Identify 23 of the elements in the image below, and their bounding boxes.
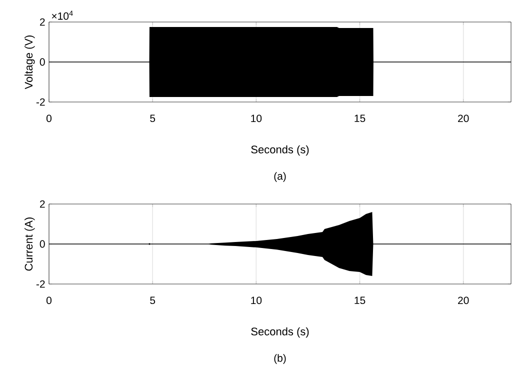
y-axis-title: Voltage (V) <box>24 35 35 90</box>
y-tick-label: 2 <box>40 18 45 26</box>
text: (a) <box>274 172 286 182</box>
y-tick-label: 0 <box>40 240 45 248</box>
x-tick-label: 20 <box>458 114 469 122</box>
x-tick-label: 15 <box>354 296 366 304</box>
x-axis-title: Seconds (s) <box>251 327 309 338</box>
y-tick-label: 0 <box>40 58 45 66</box>
x-tick-label: 20 <box>458 296 469 304</box>
x-tick-label: 0 <box>46 114 52 122</box>
y-tick-label: -2 <box>36 280 45 288</box>
y-tick-label: -2 <box>36 98 45 106</box>
x-tick-label: 15 <box>354 114 366 122</box>
y-tick-label: 2 <box>40 200 45 208</box>
x-tick-label: 5 <box>150 114 156 122</box>
y-axis-title: Current (A) <box>24 217 35 271</box>
x-tick-label: 5 <box>150 296 156 304</box>
x-tick-label: 10 <box>251 114 262 122</box>
x-axis-title: Seconds (s) <box>251 145 309 156</box>
text: ×10$^{4}$ <box>52 10 73 20</box>
x-tick-label: 10 <box>251 296 262 304</box>
text: (b) <box>274 354 286 364</box>
x-tick-label: 0 <box>46 296 52 304</box>
